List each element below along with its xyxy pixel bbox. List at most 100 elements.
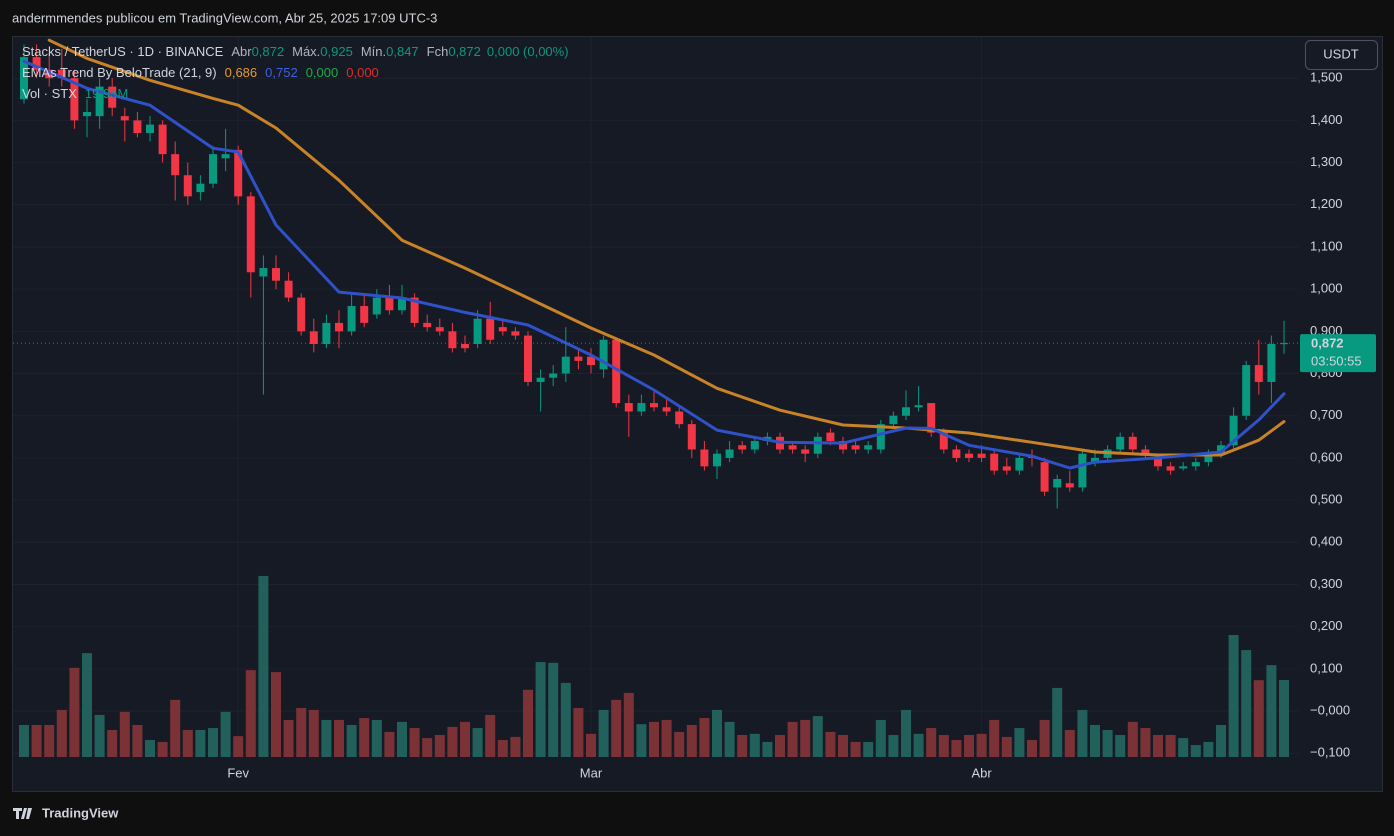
volume-bar <box>1052 687 1063 757</box>
candle-body <box>32 57 41 70</box>
legend-value: 0,872 <box>448 44 481 59</box>
price-tag: 0,872 03:50:55 <box>1300 334 1376 373</box>
volume-name: Vol · STX <box>22 86 77 101</box>
candle-body <box>246 196 255 273</box>
currency-button-text[interactable]: USDT <box>1323 46 1358 61</box>
y-tick-label: 0,200 <box>1310 618 1343 633</box>
volume-bar <box>1027 740 1037 757</box>
volume-bar <box>888 734 899 757</box>
volume-bar <box>510 736 521 757</box>
volume-bar <box>44 724 55 757</box>
candle-body <box>687 424 696 450</box>
volume-bar <box>485 714 496 757</box>
logo-text: TradingView <box>42 805 119 820</box>
volume-bar <box>649 721 659 757</box>
legend-label: Fch <box>427 44 449 59</box>
candle-body <box>347 306 356 332</box>
volume-bar <box>1203 741 1214 757</box>
volume-bar <box>1077 709 1088 757</box>
header: andermmendes publicou em TradingView.com… <box>12 10 437 25</box>
volume-bar <box>573 707 584 757</box>
legend-value: 0,925 <box>320 44 353 59</box>
y-tick-label: −0,100 <box>1310 745 1350 760</box>
candle-body <box>662 407 671 412</box>
volume-bar <box>775 734 785 757</box>
candle-body <box>1204 453 1213 463</box>
candle-body <box>398 297 406 311</box>
y-tick-label: 0,700 <box>1310 407 1343 422</box>
candle-body <box>612 339 621 404</box>
volume-bar <box>271 672 281 757</box>
candle-body <box>927 403 936 433</box>
volume-bar <box>283 719 294 757</box>
volume-bar <box>321 719 332 757</box>
candle-body <box>675 411 684 425</box>
volume-bar <box>1140 728 1151 757</box>
legend-symbol: Stacks / TetherUS · 1D · BINANCE <box>22 44 224 59</box>
volume-bar <box>497 740 508 757</box>
candle-body <box>1280 343 1288 345</box>
indicator-value: 0,686 <box>225 65 258 80</box>
candle-body <box>1116 436 1125 450</box>
volume-bar <box>1266 665 1277 757</box>
volume-bar <box>623 692 634 757</box>
volume-bar <box>699 718 710 757</box>
candle-body <box>876 424 885 450</box>
candle-body <box>1217 445 1225 454</box>
candle-body <box>561 356 570 374</box>
candle-body <box>372 297 381 315</box>
x-tick-label: Fev <box>227 765 249 780</box>
volume-bar <box>535 662 546 757</box>
volume-bar <box>308 709 319 757</box>
candle-body <box>272 268 280 281</box>
candle-body <box>448 331 457 349</box>
candle-body <box>410 297 419 323</box>
volume-bar <box>107 729 118 757</box>
volume-bar <box>951 740 962 757</box>
indicator-value: 0,000 <box>306 65 339 80</box>
candle-body <box>259 268 268 277</box>
legend-line-2: EMAs Trend By BeloTrade (21, 9) 0,686 0,75… <box>22 65 379 80</box>
volume-bar <box>1115 734 1126 757</box>
volume-bar <box>661 719 672 757</box>
volume-bar <box>1064 729 1075 757</box>
volume-bar <box>712 709 722 757</box>
candle-body <box>574 356 583 361</box>
currency-button-box[interactable] <box>1305 40 1378 70</box>
candle-body <box>473 318 482 344</box>
candle-body <box>952 449 961 458</box>
y-tick-label: 1,200 <box>1310 196 1343 211</box>
volume-bar <box>31 724 42 757</box>
candle-body <box>599 339 608 370</box>
candle-body <box>864 445 873 450</box>
y-tick-label: 0,500 <box>1310 492 1343 507</box>
volume-bar <box>989 719 1000 757</box>
candle-body <box>738 445 747 450</box>
y-tick-label: 0,900 <box>1310 323 1343 338</box>
candle-body <box>725 449 734 458</box>
candle-body <box>1242 365 1251 416</box>
y-tick-label: 1,400 <box>1310 112 1343 127</box>
volume-bar <box>157 741 168 757</box>
candle-body <box>108 86 117 108</box>
candle-body <box>851 445 860 450</box>
volume-bar <box>119 711 130 757</box>
volume-bar <box>346 724 357 757</box>
volume-bar <box>258 575 269 757</box>
price-tag-countdown: 03:50:55 <box>1311 354 1362 369</box>
volume-bar <box>976 733 987 757</box>
candle-body <box>461 343 469 349</box>
candle-body <box>133 120 142 134</box>
volume-bar <box>94 714 105 757</box>
candle-body <box>549 373 558 378</box>
indicator-value: 0,000 <box>346 65 379 80</box>
candle-body <box>1154 457 1162 467</box>
candle-body <box>536 377 545 382</box>
currency-button[interactable]: USDT <box>1305 40 1378 70</box>
candle-body <box>801 449 810 454</box>
candle-body <box>826 432 835 442</box>
legend-change: 0,000 (0,00%) <box>487 44 569 59</box>
legend-value: 0,847 <box>386 44 419 59</box>
